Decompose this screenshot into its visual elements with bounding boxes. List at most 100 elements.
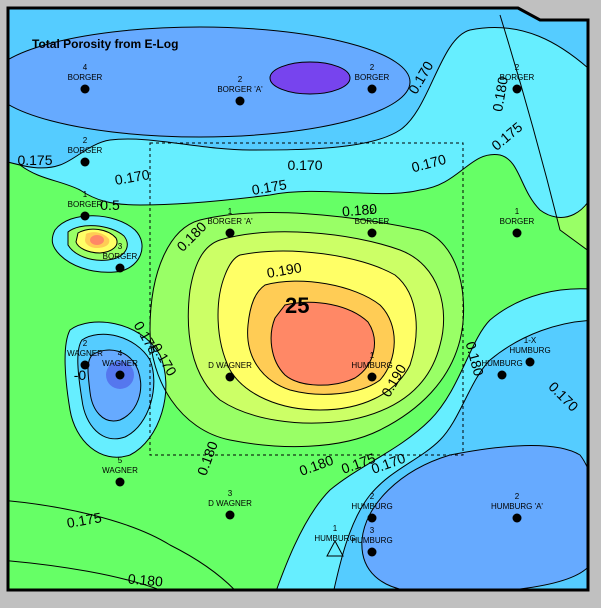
contour-line-6 [217, 250, 417, 411]
well-number: 2 [370, 63, 375, 72]
well-name: BORGER [500, 217, 535, 226]
well-number: 1 [333, 524, 338, 533]
well-name: BORGER 'A' [207, 217, 253, 226]
well-name: HUMBURG [351, 502, 392, 511]
contour-line-1 [8, 26, 588, 169]
well-dot-icon [525, 357, 535, 367]
contour-label-6: 0.175 [250, 176, 287, 198]
well-name: BORGER [355, 217, 390, 226]
well-number: 1 [228, 207, 233, 216]
survey-area-box [149, 142, 464, 456]
fill-0-160-southeast [361, 445, 588, 590]
well-name: BORGER [68, 200, 103, 209]
well-number: 1 [370, 351, 375, 360]
well-dot-icon [367, 372, 377, 382]
center-label: 25 [285, 293, 309, 318]
well-dot-icon [115, 477, 125, 487]
well-dot-icon [80, 211, 90, 221]
well-name: HUMBURG [314, 534, 355, 543]
contour-label-1: 0.180 [489, 75, 511, 112]
contour-line-9 [269, 288, 588, 590]
well-number: 2 [515, 63, 520, 72]
well-number: 2 [515, 492, 520, 501]
well-dot-icon [367, 547, 377, 557]
well-name: D WAGNER [208, 361, 252, 370]
well-dot-icon [80, 157, 90, 167]
well-triangle-icon [326, 539, 344, 557]
well-marker[interactable]: D WAGNER [208, 361, 252, 382]
well-name: WAGNER [67, 349, 103, 358]
well-dot-icon [115, 370, 125, 380]
well-name: HUMBURG 'A' [491, 502, 543, 511]
contour-line-3 [499, 14, 588, 261]
well-name: BORGER [355, 73, 390, 82]
well-name: BORGER [68, 146, 103, 155]
well-number: 1 [515, 207, 520, 216]
well-number: 2 [238, 75, 243, 84]
contour-line-2 [19, 154, 588, 218]
well-number: 2 [83, 339, 88, 348]
well-name: D WAGNER [208, 499, 252, 508]
well-number: 1-X [524, 336, 537, 345]
contour-ellipse-north [8, 26, 411, 138]
contour-ellipse-north-low [269, 61, 351, 95]
contour-label-21: 0.180 [127, 571, 164, 590]
contour-label-8: 0.175 [17, 152, 52, 168]
well-dot-icon [115, 263, 125, 273]
well-number: 2 [83, 136, 88, 145]
well-name: HUMBURG [481, 359, 522, 368]
well-marker[interactable]: HUMBURG [481, 359, 523, 380]
contour-label-22: 0.5 [100, 197, 120, 213]
contour-line-19 [8, 559, 181, 590]
contour-line-14 [87, 349, 142, 422]
well-dot-icon [225, 372, 235, 382]
map-border [6, 6, 590, 592]
contour-line-10 [329, 319, 588, 590]
well-name: BORGER 'A' [217, 85, 263, 94]
well-dot-icon [367, 228, 377, 238]
contour-line-17 [75, 228, 118, 254]
well-dot-icon [235, 96, 245, 106]
well-number: 4 [83, 63, 88, 72]
well-number: 3 [228, 489, 233, 498]
well-name: HUMBURG [509, 346, 550, 355]
well-number: 5 [118, 456, 123, 465]
contour-line-12 [64, 321, 167, 458]
well-dot-icon [225, 228, 235, 238]
well-number: 1 [83, 190, 88, 199]
well-marker[interactable]: 3D WAGNER [208, 489, 252, 520]
contour-line-7 [247, 280, 395, 395]
well-dot-icon [80, 360, 90, 370]
well-dot-icon [512, 228, 522, 238]
contour-line-13 [77, 333, 155, 440]
contour-label-7: 0.180 [341, 201, 378, 220]
well-number: 2 [370, 207, 375, 216]
well-name: BORGER [103, 252, 138, 261]
well-dot-icon [367, 84, 377, 94]
well-number: 3 [370, 526, 375, 535]
contour-line-16 [67, 225, 128, 261]
well-name: BORGER [500, 73, 535, 82]
